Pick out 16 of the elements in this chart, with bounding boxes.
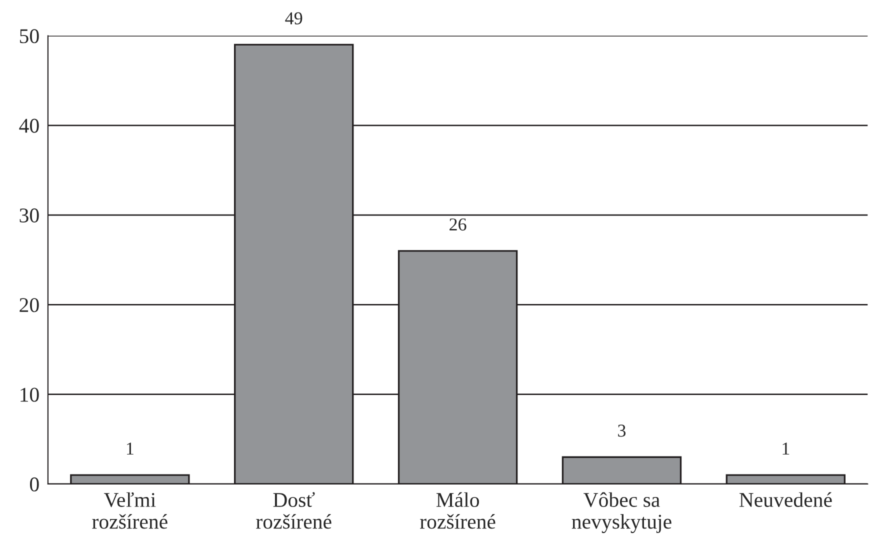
y-tick-label: 50: [20, 29, 39, 44]
y-tick-label: 30: [20, 208, 39, 222]
x-tick-label: Veľmi rozšírené: [92, 492, 168, 529]
x-tick-label: Dosť rozšírené: [256, 492, 332, 529]
y-tick-label: 20: [20, 298, 39, 312]
data-label: 3: [618, 424, 626, 437]
y-tick-label: 0: [30, 477, 39, 492]
x-tick-label: Málo rozšírené: [420, 492, 496, 529]
data-label: 1: [127, 442, 134, 455]
data-label: 1: [782, 442, 790, 455]
y-tick-label: 40: [19, 118, 39, 133]
y-tick-label: 10: [20, 388, 39, 402]
data-label: 26: [450, 218, 466, 231]
x-tick-label: Neuvedené: [739, 492, 832, 507]
data-label: 49: [285, 12, 302, 24]
x-tick-label: Vôbec sa nevyskytuje: [572, 492, 672, 534]
